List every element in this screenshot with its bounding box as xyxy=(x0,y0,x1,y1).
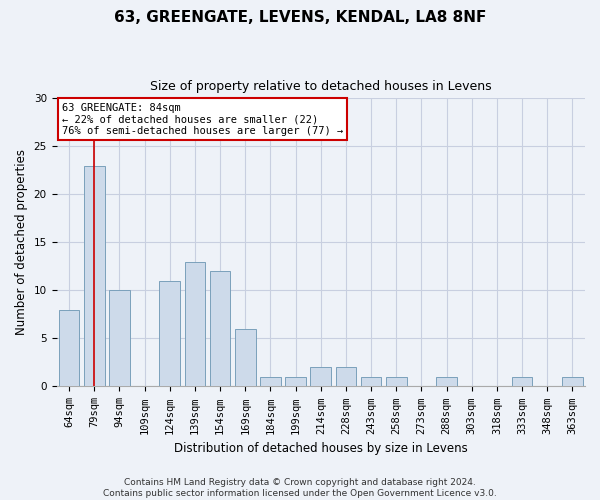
Bar xyxy=(285,377,306,386)
Text: 63 GREENGATE: 84sqm
← 22% of detached houses are smaller (22)
76% of semi-detach: 63 GREENGATE: 84sqm ← 22% of detached ho… xyxy=(62,102,343,136)
Bar xyxy=(436,377,457,386)
Bar xyxy=(310,367,331,386)
Bar xyxy=(386,377,407,386)
Bar xyxy=(210,271,230,386)
Bar xyxy=(109,290,130,386)
Bar xyxy=(84,166,104,386)
Bar xyxy=(185,262,205,386)
X-axis label: Distribution of detached houses by size in Levens: Distribution of detached houses by size … xyxy=(174,442,467,455)
Bar xyxy=(562,377,583,386)
Text: Contains HM Land Registry data © Crown copyright and database right 2024.
Contai: Contains HM Land Registry data © Crown c… xyxy=(103,478,497,498)
Bar xyxy=(59,310,79,386)
Title: Size of property relative to detached houses in Levens: Size of property relative to detached ho… xyxy=(150,80,491,93)
Text: 63, GREENGATE, LEVENS, KENDAL, LA8 8NF: 63, GREENGATE, LEVENS, KENDAL, LA8 8NF xyxy=(114,10,486,25)
Bar xyxy=(512,377,532,386)
Bar xyxy=(335,367,356,386)
Bar xyxy=(361,377,382,386)
Y-axis label: Number of detached properties: Number of detached properties xyxy=(15,150,28,336)
Bar xyxy=(235,329,256,386)
Bar xyxy=(260,377,281,386)
Bar xyxy=(160,281,180,386)
